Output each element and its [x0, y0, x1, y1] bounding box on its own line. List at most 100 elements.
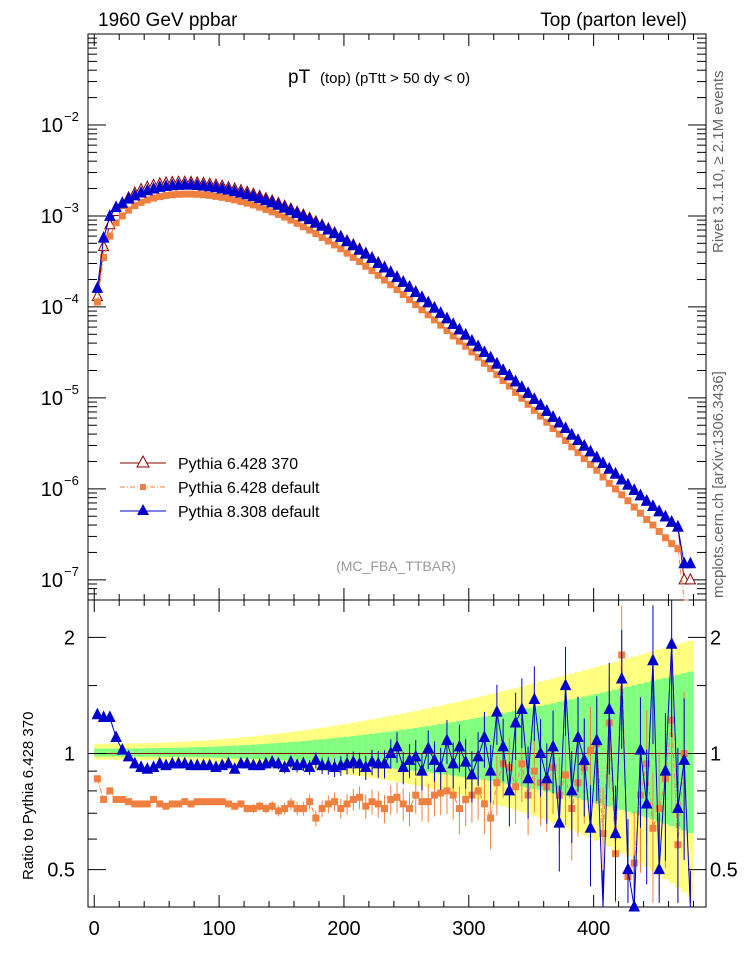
main-point-filled-triangle — [378, 260, 391, 273]
ratio-point-square — [587, 746, 595, 754]
main-point-square — [368, 267, 376, 275]
main-point-filled-triangle — [235, 186, 247, 198]
main-point-filled-triangle — [615, 472, 628, 485]
ratio-point-filled-triangle — [447, 756, 459, 769]
main-series-0 — [91, 175, 697, 585]
green-band-bin — [231, 745, 238, 759]
green-band-bin — [281, 742, 288, 761]
green-band-bin — [631, 685, 638, 814]
main-point-square — [374, 271, 382, 279]
main-point-filled-triangle — [104, 209, 116, 221]
main-point-square — [199, 191, 207, 199]
green-band-bin — [287, 742, 294, 761]
ratio-point-square — [362, 802, 370, 810]
ratio-point-square — [493, 779, 501, 787]
ratio-y-tick-label-right: 1 — [710, 744, 721, 766]
main-point-filled-triangle — [328, 226, 341, 239]
ratio-point-square — [206, 798, 214, 806]
main-point-square — [306, 226, 314, 234]
ratio-point-filled-triangle — [129, 756, 141, 769]
ratio-point-square — [293, 805, 301, 813]
green-band-bin — [599, 692, 607, 805]
main-point-square — [100, 253, 108, 261]
main-point-filled-triangle — [91, 281, 104, 293]
green-band-bin — [194, 747, 201, 758]
main-point-square — [655, 527, 663, 535]
main-point-square — [362, 262, 370, 270]
main-point-filled-triangle — [584, 444, 597, 457]
ratio-point-filled-triangle — [459, 754, 472, 767]
green-band-bin — [556, 702, 563, 795]
ratio-point-filled-triangle — [116, 743, 129, 755]
main-point-filled-triangle — [484, 350, 497, 363]
main-point-filled-triangle — [434, 306, 447, 318]
ratio-point-filled-triangle — [534, 746, 547, 758]
y-tick-exponent: −6 — [64, 473, 79, 488]
y-tick-label: 10 — [41, 388, 63, 410]
main-point-square — [474, 353, 482, 361]
main-point-square — [455, 337, 463, 345]
x-tick-label: 0 — [89, 918, 100, 940]
ratio-point-filled-triangle — [104, 710, 116, 722]
ratio-point-filled-triangle — [653, 862, 665, 875]
main-point-square — [381, 276, 389, 284]
ratio-point-filled-triangle — [528, 692, 541, 705]
main-point-square — [524, 400, 532, 408]
ratio-point-square — [343, 800, 351, 808]
green-band-bin — [312, 739, 319, 763]
main-point-filled-triangle — [622, 477, 634, 490]
main-point-filled-triangle — [278, 200, 291, 213]
ratio-point-filled-triangle — [409, 749, 422, 762]
main-point-filled-triangle — [253, 191, 266, 204]
ratio-point-filled-triangle — [110, 730, 122, 743]
main-point-square — [530, 406, 538, 414]
main-point-square — [287, 216, 295, 224]
green-band-bin — [568, 699, 575, 798]
ratio-point-square — [274, 807, 282, 815]
ratio-point-square — [299, 805, 307, 813]
y-tick-exponent: −3 — [64, 200, 79, 215]
ratio-uncertainty-bands — [88, 640, 706, 898]
y-tick-exponent: −2 — [64, 109, 79, 124]
main-point-filled-triangle — [397, 275, 410, 287]
data-series — [91, 175, 697, 912]
main-point-square — [593, 466, 601, 474]
main-point-square — [387, 281, 395, 289]
ratio-point-filled-triangle — [153, 756, 166, 769]
main-point-square — [231, 196, 239, 204]
main-point-square — [605, 479, 613, 487]
ratio-point-filled-triangle — [497, 739, 509, 752]
main-point-square — [499, 377, 507, 385]
ratio-point-filled-triangle — [384, 746, 397, 758]
legend-label-ref: Pythia 6.428 370 — [178, 456, 298, 473]
green-band-bin — [356, 735, 363, 766]
main-point-filled-triangle — [291, 206, 303, 219]
ratio-point-square — [118, 795, 126, 803]
x-tick-label: 200 — [327, 918, 360, 940]
main-point-square — [150, 194, 158, 202]
green-band-bin — [131, 748, 138, 757]
main-point-filled-triangle — [634, 488, 647, 501]
green-band-bin — [400, 729, 407, 770]
main-point-square — [356, 258, 364, 266]
main-point-filled-triangle — [441, 311, 453, 324]
main-point-square — [312, 230, 320, 238]
main-point-filled-triangle — [565, 427, 578, 440]
ratio-point-filled-triangle — [203, 758, 216, 771]
ratio-point-square — [187, 800, 195, 808]
green-band-bin — [206, 746, 213, 758]
main-point-filled-triangle — [247, 189, 260, 202]
ratio-point-filled-triangle — [91, 707, 104, 720]
green-band-bin — [212, 746, 220, 758]
main-point-square — [343, 249, 351, 257]
main-series-2 — [91, 178, 697, 569]
ratio-point-square — [281, 805, 289, 813]
ratio-point-filled-triangle — [241, 756, 253, 769]
main-point-filled-triangle — [222, 183, 235, 195]
ratio-point-square — [530, 767, 538, 775]
main-point-filled-triangle — [260, 193, 272, 206]
ratio-point-square — [324, 800, 332, 808]
ratio-point-square — [193, 798, 201, 806]
ratio-point-square — [168, 800, 176, 808]
